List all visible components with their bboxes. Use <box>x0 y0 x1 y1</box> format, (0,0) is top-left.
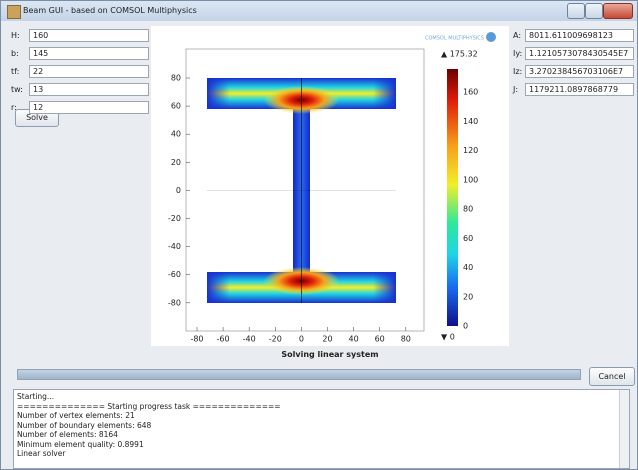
status-label: Solving linear system <box>281 350 379 359</box>
output-label: Iz: <box>513 67 523 76</box>
cancel-button[interactable]: Cancel <box>589 367 635 386</box>
colorbar-tick-label: 20 <box>463 292 473 301</box>
colorbar-tick-label: 120 <box>463 146 478 155</box>
input-label: tw: <box>11 85 23 94</box>
input-label: H: <box>11 31 20 40</box>
input-row: tf: 22 <box>11 65 149 78</box>
logo-icon <box>486 32 496 42</box>
input-row: tw: 13 <box>11 83 149 96</box>
y-tick-label: 0 <box>176 186 181 195</box>
colorbar-tick-label: 40 <box>463 263 473 272</box>
x-tick-label: 40 <box>349 335 359 344</box>
x-tick-label: -40 <box>243 335 256 344</box>
maximize-button[interactable] <box>585 3 603 19</box>
output-field[interactable]: 3.270238456703106E7 <box>525 65 634 78</box>
log-line: Number of boundary elements: 648 <box>17 420 152 430</box>
colorbar-tick-label: 160 <box>463 88 478 97</box>
x-tick-label: -80 <box>190 335 203 344</box>
colorbar-tick-label: 0 <box>463 322 468 331</box>
plot-panel: COMSOL MULTIPHYSICS ▲ 175.32 ▼ 0 -80 -60 -… <box>151 26 509 346</box>
input-label: tf: <box>11 67 20 76</box>
log-line: ============== Starting progress task ==… <box>17 401 281 411</box>
colorbar-max: ▲ 175.32 <box>441 50 478 59</box>
x-tick-label: -20 <box>269 335 282 344</box>
input-row: r: 12 <box>11 101 149 114</box>
log-line: Minimum element quality: 0.8991 <box>17 439 144 449</box>
x-tick-label: -60 <box>217 335 230 344</box>
log-line: Number of vertex elements: 21 <box>17 411 135 420</box>
y-tick-label: -60 <box>168 270 181 279</box>
minimize-button[interactable] <box>567 3 585 19</box>
colorbar <box>447 69 458 326</box>
title-bar: Beam GUI - based on COMSOL Multiphysics <box>1 1 637 21</box>
output-row: Iz: 3.270238456703106E7 <box>513 65 634 78</box>
y-tick-label: 40 <box>171 130 181 139</box>
output-label: A: <box>513 31 522 40</box>
logo: COMSOL MULTIPHYSICS <box>425 36 484 42</box>
input-label: b: <box>11 49 19 58</box>
log-line: Number of elements: 8164 <box>17 430 118 439</box>
y-tick-label: -40 <box>168 242 181 251</box>
output-row: J: 1179211.0897868779 <box>513 83 634 96</box>
colorbar-tick-label: 100 <box>463 175 478 184</box>
input-row: H: 160 <box>11 29 149 42</box>
y-tick-label: -20 <box>168 214 181 223</box>
x-tick-label: 0 <box>299 335 304 344</box>
colorbar-tick-label: 140 <box>463 117 478 126</box>
output-row: A: 8011.611009698123 <box>513 29 634 42</box>
colorbar-tick-label: 80 <box>463 205 473 214</box>
plot: COMSOL MULTIPHYSICS ▲ 175.32 ▼ 0 -80 -60 -… <box>168 32 496 344</box>
window-title: Beam GUI - based on COMSOL Multiphysics <box>23 6 197 15</box>
log-line: Starting... <box>17 392 55 401</box>
colorbar-tick-label: 60 <box>463 234 473 243</box>
input-field[interactable]: 12 <box>29 101 149 114</box>
input-field[interactable]: 145 <box>29 47 149 60</box>
i-beam-field <box>207 78 396 303</box>
output-label: J: <box>513 85 519 94</box>
y-tick-label: 20 <box>171 158 181 167</box>
x-tick-label: 80 <box>401 335 411 344</box>
x-tick-label: 60 <box>375 335 385 344</box>
scrollbar[interactable] <box>619 390 629 468</box>
output-row: Iy: 1.1210573078430545E7 <box>513 47 634 60</box>
input-field[interactable]: 22 <box>29 65 149 78</box>
output-field[interactable]: 8011.611009698123 <box>525 29 634 42</box>
output-label: Iy: <box>513 49 523 58</box>
progress-bar <box>17 369 581 380</box>
input-field[interactable]: 160 <box>29 29 149 42</box>
output-field[interactable]: 1.1210573078430545E7 <box>525 47 634 60</box>
output-field[interactable]: 1179211.0897868779 <box>525 83 634 96</box>
input-label: r: <box>11 103 17 112</box>
x-tick-label: 20 <box>322 335 332 344</box>
log-line: Linear solver <box>17 449 66 458</box>
input-field[interactable]: 13 <box>29 83 149 96</box>
close-button[interactable] <box>603 3 633 19</box>
app-icon <box>7 5 21 19</box>
y-tick-label: -80 <box>168 298 181 307</box>
colorbar-min: ▼ 0 <box>441 333 455 342</box>
input-row: b: 145 <box>11 47 149 60</box>
y-tick-label: 60 <box>171 102 181 111</box>
log-area: Starting... ============== Starting progr… <box>13 389 630 469</box>
y-tick-label: 80 <box>171 74 181 83</box>
